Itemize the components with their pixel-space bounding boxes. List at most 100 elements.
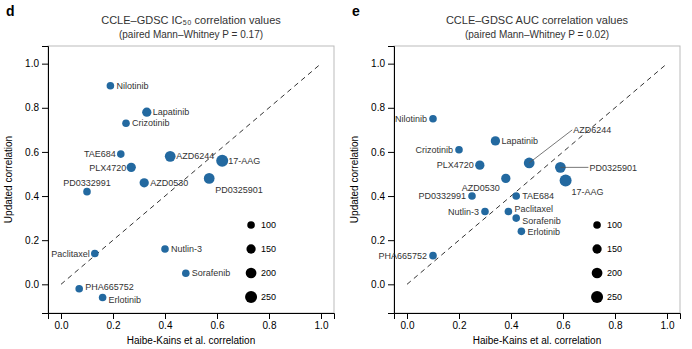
tick-label: 0.2 <box>371 235 385 246</box>
point <box>83 188 91 196</box>
size-legend: 100150200250 <box>591 220 622 303</box>
panel: 0.00.20.40.60.81.00.00.20.40.60.81.0Nilo… <box>349 3 681 346</box>
point <box>99 294 107 302</box>
legend-swatch <box>246 244 255 253</box>
point-label: Sorafenib <box>192 268 231 278</box>
reference-line <box>61 64 321 285</box>
point-label: AZD0530 <box>150 178 188 188</box>
point-label: 17-AAG <box>572 187 604 197</box>
point <box>122 119 130 127</box>
legend-label: 250 <box>607 292 622 302</box>
x-axis-title: Haibe-Kains et al. correlation <box>473 335 601 346</box>
point-label: Nutlin-3 <box>448 207 479 217</box>
tick: 0.2 <box>107 313 121 331</box>
tick: 0.8 <box>609 313 623 331</box>
point-label: Nutlin-3 <box>171 244 202 254</box>
point <box>91 250 99 258</box>
tick-mark <box>388 196 394 197</box>
tick-label: 1.0 <box>371 58 385 69</box>
tick: 0.8 <box>25 102 48 113</box>
tick-label: 0.8 <box>263 320 277 331</box>
point <box>182 269 190 277</box>
legend-label: 150 <box>607 244 622 254</box>
point <box>560 175 572 187</box>
tick: 0.2 <box>371 235 394 246</box>
point <box>475 161 484 170</box>
point-label: Lapatinib <box>153 107 190 117</box>
tick-label: 0.4 <box>159 320 173 331</box>
tick-mark <box>667 313 668 319</box>
point-label: Erlotinib <box>109 295 142 305</box>
plot-frame <box>48 46 334 313</box>
subtitle: (paired Mann–Whitney P = 0.02) <box>465 29 609 40</box>
point-label: PD0332991 <box>418 191 466 201</box>
point <box>491 136 500 145</box>
point <box>216 155 228 167</box>
tick-label: 1.0 <box>315 320 329 331</box>
leader-line <box>529 130 572 163</box>
legend-label: 250 <box>261 292 276 302</box>
point <box>107 82 115 90</box>
tick-label: 0.4 <box>505 320 519 331</box>
tick: 1.0 <box>25 58 48 69</box>
axis-line <box>42 47 49 314</box>
point <box>127 163 136 172</box>
point-label: Lapatinib <box>501 136 538 146</box>
point-label: PHA665752 <box>85 282 134 292</box>
chart-svg: 0.00.20.40.60.81.00.00.20.40.60.81.0Nilo… <box>0 0 692 349</box>
subtitle: (paired Mann–Whitney P = 0.17) <box>119 29 263 40</box>
title: CCLE–GDSC IC₅₀ correlation values <box>101 14 281 26</box>
legend-swatch <box>593 221 601 229</box>
point <box>429 115 437 123</box>
point <box>204 173 215 184</box>
point <box>117 150 125 158</box>
tick-mark <box>61 313 62 319</box>
tick-label: 0.8 <box>371 102 385 113</box>
tick-label: 1.0 <box>25 58 39 69</box>
tick-mark <box>113 313 114 319</box>
point-label: Crizotinib <box>132 118 170 128</box>
tick: 0.0 <box>55 313 69 331</box>
legend-label: 200 <box>261 268 276 278</box>
y-axis-title: Updated correlation <box>349 136 360 223</box>
tick-mark <box>42 108 48 109</box>
tick-label: 0.2 <box>25 235 39 246</box>
legend-swatch <box>246 268 257 279</box>
panel-label: d <box>6 3 15 19</box>
point-label: Paclitaxel <box>51 249 90 259</box>
point <box>512 192 520 200</box>
tick: 0.4 <box>25 191 48 202</box>
point-label: Crizotinib <box>415 145 453 155</box>
point-label: PD0325901 <box>215 185 263 195</box>
x-axis: 0.00.20.40.60.81.0 <box>395 313 681 331</box>
point <box>165 151 176 162</box>
y-axis-title: Updated correlation <box>3 136 14 223</box>
tick-label: 0.4 <box>371 191 385 202</box>
tick-mark <box>42 152 48 153</box>
tick: 0.0 <box>401 313 415 331</box>
legend-label: 100 <box>261 220 276 230</box>
tick-mark <box>459 313 460 319</box>
point-label: PLX4720 <box>89 163 126 173</box>
tick: 0.2 <box>453 313 467 331</box>
axis-line <box>388 47 395 314</box>
tick-mark <box>42 196 48 197</box>
tick-mark <box>615 313 616 319</box>
tick-label: 0.4 <box>25 191 39 202</box>
tick-label: 0.0 <box>371 279 385 290</box>
plot-frame <box>394 46 680 313</box>
legend-swatch <box>591 291 603 303</box>
tick-label: 0.2 <box>107 320 121 331</box>
tick-label: 0.0 <box>25 279 39 290</box>
tick: 0.4 <box>159 313 173 331</box>
tick: 0.6 <box>25 147 48 158</box>
tick-label: 0.0 <box>55 320 69 331</box>
point <box>140 178 149 187</box>
tick: 0.6 <box>557 313 571 331</box>
point-label: Erlotinib <box>527 227 560 237</box>
point <box>142 108 151 117</box>
tick: 1.0 <box>315 313 329 331</box>
tick-mark <box>269 313 270 319</box>
leader-line <box>560 167 588 168</box>
plot-area: 0.00.20.40.60.81.00.00.20.40.60.81.0Nilo… <box>3 14 335 346</box>
